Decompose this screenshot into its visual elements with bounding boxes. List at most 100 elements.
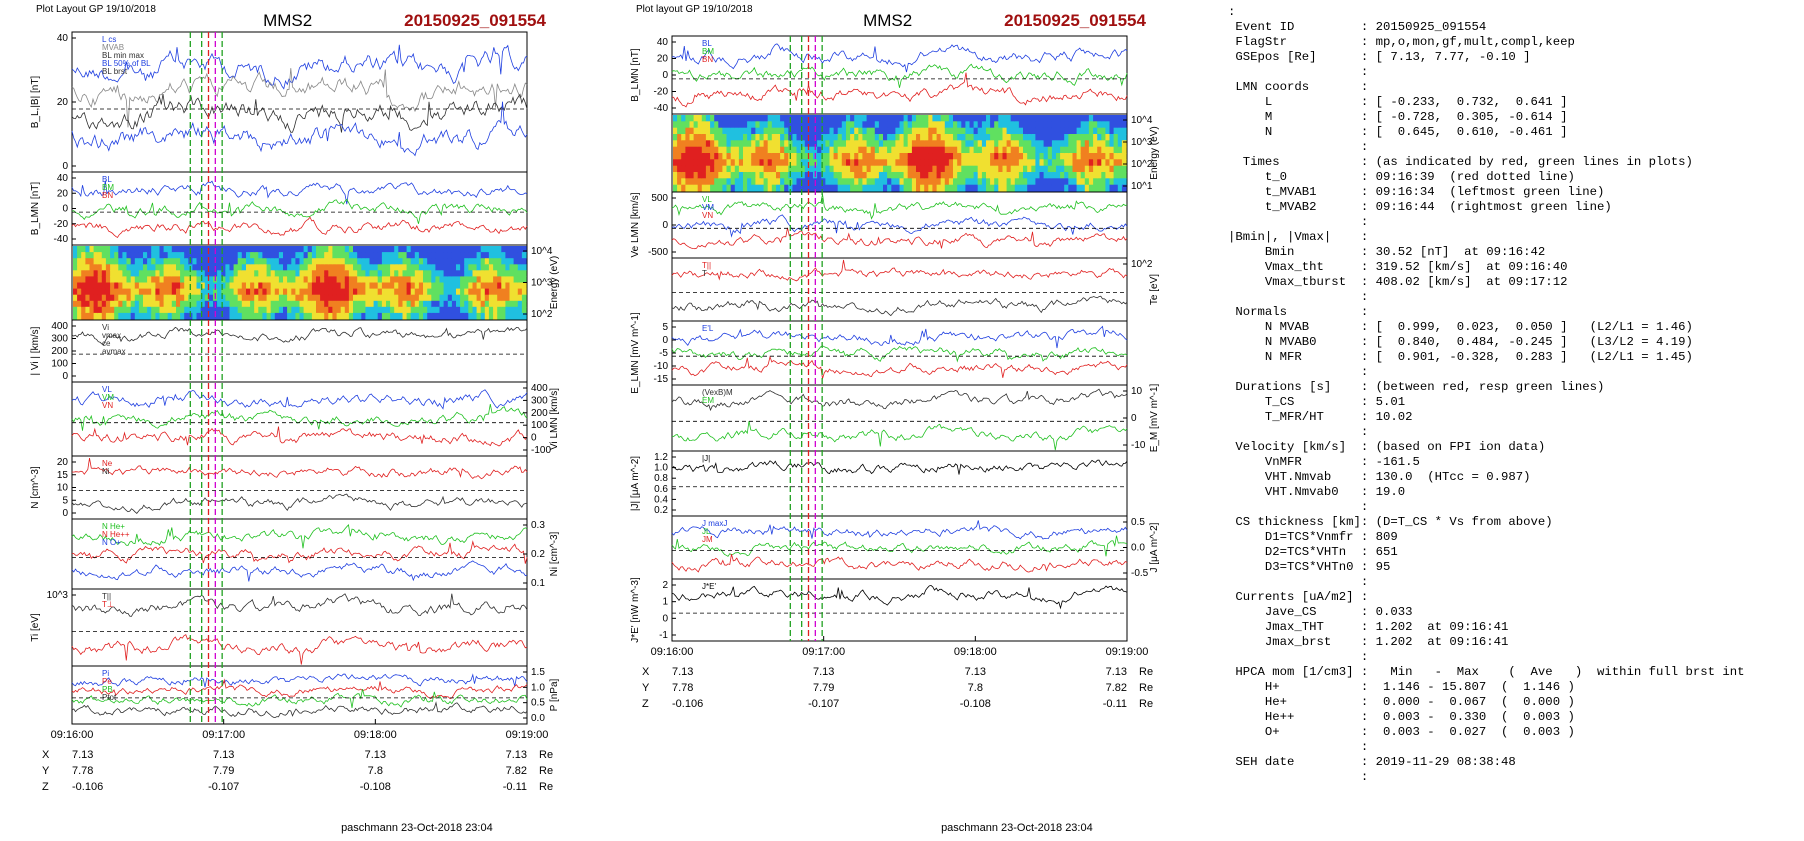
spectrogram-cell	[965, 115, 971, 122]
spectrogram-cell	[81, 294, 86, 302]
spectrogram-cell	[1039, 165, 1045, 173]
spectrogram-cell	[878, 172, 884, 179]
spectrogram-cell	[225, 258, 231, 265]
spectrogram-cell	[1101, 115, 1106, 122]
spectrogram-cell	[1035, 178, 1041, 186]
spectrogram-cell	[484, 288, 490, 296]
spectrogram-cell	[451, 246, 457, 253]
spectrogram-cell	[155, 312, 161, 320]
spectrogram-cell	[1121, 172, 1127, 179]
spectrogram-cell	[163, 294, 169, 302]
spectrogram-cell	[800, 184, 806, 192]
spectrogram-cell	[398, 270, 403, 277]
spectrogram-cell	[1051, 140, 1057, 148]
spectrogram-cell	[953, 140, 958, 148]
spectrogram-cell	[907, 134, 913, 141]
spectrogram-cell	[916, 184, 921, 192]
spectrogram-cell	[718, 178, 723, 186]
spectrogram-cell	[1064, 153, 1069, 160]
spectrogram-cell	[332, 264, 338, 271]
spectrogram-cell	[1002, 121, 1008, 129]
spectrogram-cell	[911, 121, 917, 129]
spectrogram-cell	[714, 172, 719, 179]
spectrogram-cell	[303, 294, 309, 302]
spectrogram-cell	[184, 276, 189, 284]
spectrogram-cell	[1101, 146, 1106, 154]
spectrogram-cell	[324, 282, 329, 290]
spectrogram-cell	[1043, 184, 1049, 192]
spectrogram-cell	[303, 264, 309, 271]
y-axis-label: N [cm^-3]	[30, 466, 41, 509]
spectrogram-cell	[718, 184, 723, 192]
spectrogram-cell	[427, 252, 432, 259]
spectrogram-cell	[792, 184, 798, 192]
spectrogram-cell	[825, 115, 831, 122]
spectrogram-cell	[225, 264, 231, 271]
spectrogram-cell	[266, 258, 272, 265]
spectrogram-cell	[710, 159, 715, 167]
spectrogram-cell	[821, 172, 826, 179]
spectrogram-cell	[439, 264, 445, 271]
spectrogram-cell	[134, 258, 140, 265]
spectrogram-cell	[250, 270, 255, 277]
spectrogram-cell	[77, 282, 82, 290]
spectrogram-cell	[796, 178, 802, 186]
spectrogram-cell	[155, 288, 161, 296]
spectrogram-cell	[348, 258, 354, 265]
spectrogram-cell	[484, 276, 490, 284]
spectrogram-cell	[965, 140, 971, 148]
spectrogram-cell	[837, 121, 843, 129]
y-tick-label: 20	[57, 457, 69, 468]
spectrogram-cell	[105, 288, 111, 296]
spectrogram-cell	[1080, 184, 1086, 192]
spectrogram-cell	[722, 146, 728, 154]
spectrogram-cell	[1101, 184, 1106, 192]
spectrogram-cell	[402, 282, 408, 290]
spectrogram-cell	[81, 300, 86, 308]
spectrogram-cell	[431, 282, 436, 290]
spectrogram-cell	[907, 178, 913, 186]
spectrogram-cell	[357, 306, 362, 314]
spectrogram-cell	[759, 153, 765, 160]
spectrogram-cell	[324, 252, 329, 259]
spectrogram-cell	[332, 288, 338, 296]
spectrogram-cell	[130, 282, 136, 290]
x-tick-label: 09:19:00	[1106, 646, 1149, 658]
spectrogram-cell	[85, 264, 91, 271]
spectrogram-cell	[295, 270, 301, 277]
y-tick-label: 15	[57, 470, 69, 481]
spectrogram-cell	[365, 300, 371, 308]
spectrogram-cell	[423, 264, 428, 271]
spectrogram-cell	[250, 258, 255, 265]
spectrogram-cell	[858, 146, 863, 154]
spectrogram-cell	[233, 300, 239, 308]
spectrogram-cell	[738, 146, 744, 154]
spectrogram-cell	[887, 140, 892, 148]
legend-entry: BN	[102, 191, 113, 200]
spectrogram-cell	[673, 153, 678, 160]
spectrogram-cell	[986, 184, 991, 192]
spectrogram-cell	[369, 276, 375, 284]
spectrogram-cell	[130, 258, 136, 265]
spectrogram-cell	[808, 121, 814, 129]
spectrogram-cell	[1027, 153, 1032, 160]
spectrogram-cell	[718, 153, 723, 160]
spectrogram-cell	[870, 140, 876, 148]
spectrogram-cell	[920, 159, 925, 167]
spectrogram-cell	[767, 146, 773, 154]
spectrogram-cell	[266, 306, 272, 314]
spectrogram-cell	[464, 264, 469, 271]
spectrogram-cell	[977, 184, 983, 192]
info-line: Event ID : 20150925_091554	[1228, 20, 1486, 34]
spectrogram-cell	[697, 153, 703, 160]
spectrogram-cell	[204, 264, 210, 271]
spectrogram-cell	[903, 127, 909, 135]
spectrogram-cell	[328, 252, 333, 259]
plot-header: Plot layout GP 19/10/2018	[636, 4, 753, 15]
spectrogram-cell	[509, 282, 515, 290]
spectrogram-cell	[105, 270, 111, 277]
spectrogram-cell	[484, 258, 490, 265]
spectrogram-cell	[874, 184, 880, 192]
spectrogram-cell	[1064, 184, 1069, 192]
spectrogram-cell	[1093, 153, 1098, 160]
